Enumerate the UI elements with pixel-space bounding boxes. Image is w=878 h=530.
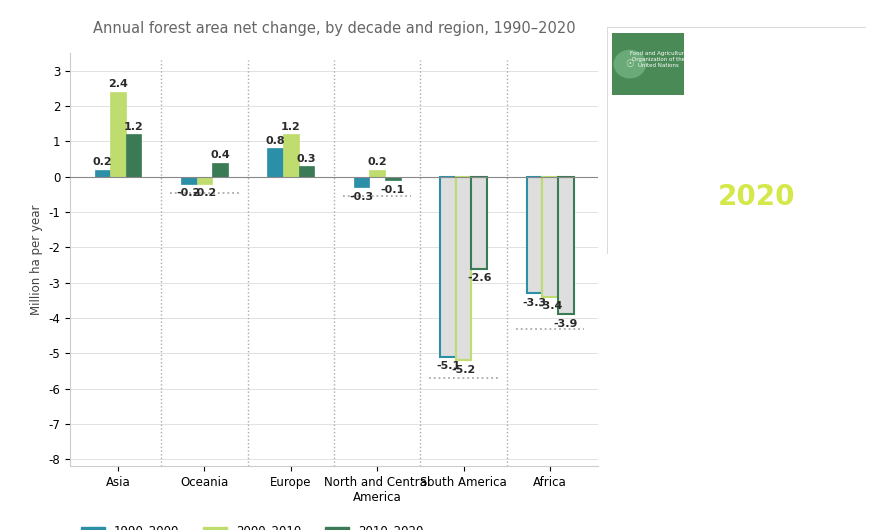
Text: -3.4: -3.4 bbox=[537, 302, 562, 312]
Text: -0.2: -0.2 bbox=[176, 188, 201, 198]
Bar bbox=[611, 33, 683, 95]
Bar bbox=[369, 170, 385, 176]
Bar bbox=[181, 176, 197, 184]
Text: 0.2: 0.2 bbox=[92, 157, 112, 167]
Text: -3.9: -3.9 bbox=[553, 319, 577, 329]
Text: -0.3: -0.3 bbox=[349, 192, 373, 202]
Bar bbox=[126, 134, 141, 176]
Text: Annual forest area net change, by decade and region, 1990–2020: Annual forest area net change, by decade… bbox=[92, 21, 575, 36]
Bar bbox=[212, 163, 227, 176]
Text: 0.8: 0.8 bbox=[265, 136, 284, 146]
Bar bbox=[526, 176, 542, 293]
Text: -2.6: -2.6 bbox=[466, 273, 491, 283]
Bar bbox=[197, 176, 212, 184]
Text: Food and Agriculture
Organization of the
United Nations: Food and Agriculture Organization of the… bbox=[629, 51, 687, 68]
Text: 2.4: 2.4 bbox=[108, 80, 127, 90]
Bar bbox=[456, 176, 471, 360]
Text: -0.1: -0.1 bbox=[380, 185, 405, 195]
Text: 2020: 2020 bbox=[717, 183, 795, 211]
Text: Key findings: Key findings bbox=[718, 225, 794, 238]
Text: 0.3: 0.3 bbox=[296, 154, 316, 164]
Text: -5.2: -5.2 bbox=[451, 365, 475, 375]
Text: 1.2: 1.2 bbox=[124, 122, 143, 132]
Bar bbox=[385, 176, 400, 180]
Y-axis label: Million ha per year: Million ha per year bbox=[30, 205, 43, 315]
Bar bbox=[440, 176, 456, 357]
Bar bbox=[267, 148, 283, 176]
Text: -3.3: -3.3 bbox=[522, 298, 546, 308]
Text: -0.2: -0.2 bbox=[192, 188, 216, 198]
Bar bbox=[283, 134, 299, 176]
Text: ☉: ☉ bbox=[625, 59, 634, 69]
Bar bbox=[471, 176, 486, 269]
Text: -5.1: -5.1 bbox=[435, 361, 460, 372]
Text: 0.4: 0.4 bbox=[210, 150, 229, 160]
Text: 0.2: 0.2 bbox=[367, 157, 386, 167]
Bar bbox=[110, 92, 126, 176]
Text: 1.2: 1.2 bbox=[281, 122, 300, 132]
Bar bbox=[558, 176, 572, 314]
Legend: 1990–2000, 2000–2010, 2010–2020: 1990–2000, 2000–2010, 2010–2020 bbox=[76, 521, 428, 530]
Bar bbox=[95, 170, 110, 176]
Text: Global
Forest
Resources
Assessment: Global Forest Resources Assessment bbox=[690, 77, 822, 155]
Bar bbox=[542, 176, 558, 297]
Circle shape bbox=[614, 50, 644, 78]
Bar bbox=[299, 166, 313, 176]
Bar bbox=[354, 176, 369, 187]
